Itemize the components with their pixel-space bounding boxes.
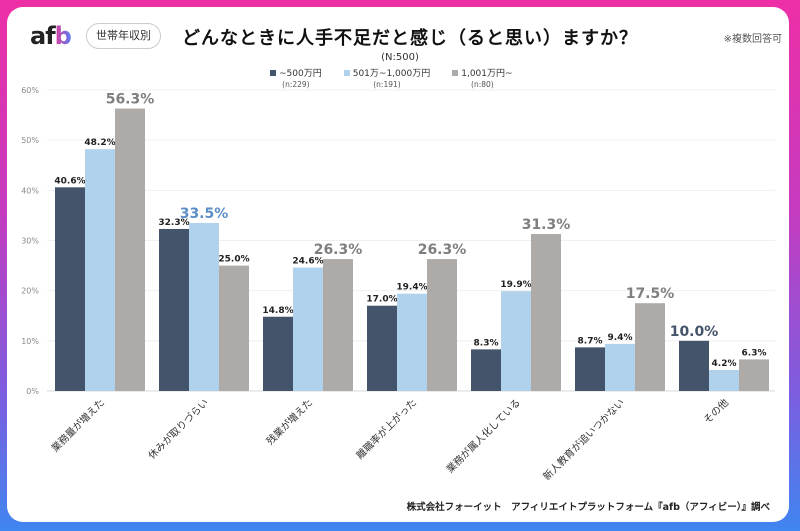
data-label: 14.8% bbox=[262, 306, 293, 316]
chart-title: どんなときに人手不足だと感じ（ると思い）ますか？ bbox=[182, 28, 638, 49]
logo-b: b bbox=[54, 22, 72, 50]
x-category-label: 残業が増えた bbox=[264, 396, 316, 448]
data-label: 19.9% bbox=[500, 280, 531, 290]
x-category-label: 離職率が上がった bbox=[353, 396, 419, 462]
bar bbox=[189, 222, 219, 391]
data-label: 31.3% bbox=[522, 217, 571, 233]
legend: ~500万円 (n:229) 501万~1,000万円 (n:191) 1,00… bbox=[270, 66, 513, 89]
data-label: 25.0% bbox=[218, 255, 249, 265]
bar bbox=[471, 349, 501, 391]
data-label: 24.6% bbox=[292, 257, 323, 267]
x-category-label: 業務量が増えた bbox=[48, 396, 107, 455]
x-category-label: 新人教育が追いつかない bbox=[540, 396, 627, 483]
bar bbox=[739, 359, 769, 391]
y-tick-label: 20% bbox=[21, 287, 39, 296]
y-tick-label: 10% bbox=[21, 337, 39, 346]
legend-swatch bbox=[452, 69, 459, 76]
data-label: 9.4% bbox=[608, 333, 633, 343]
bar bbox=[397, 293, 427, 391]
legend-label: 1,001万円~ bbox=[461, 69, 513, 79]
data-label: 33.5% bbox=[180, 206, 229, 222]
x-category-label: 休みが取りづらい bbox=[145, 396, 211, 462]
multiple-answer-note: ※複数回答可 bbox=[723, 34, 782, 45]
y-tick-label: 60% bbox=[21, 86, 39, 95]
bar bbox=[531, 233, 561, 391]
bar bbox=[605, 343, 635, 391]
legend-item-high-income: 1,001万円~ (n:80) bbox=[452, 66, 513, 89]
bar bbox=[115, 108, 145, 391]
legend-swatch bbox=[270, 69, 276, 76]
bar bbox=[323, 259, 353, 391]
bar bbox=[635, 303, 665, 391]
legend-label: 501万~1,000万円 bbox=[352, 69, 431, 79]
data-label: 32.3% bbox=[158, 218, 189, 228]
total-sample-size: (N:500) bbox=[381, 52, 419, 63]
y-tick-label: 0% bbox=[26, 387, 39, 396]
bar bbox=[709, 369, 739, 391]
x-category-label: 業務が属人化している bbox=[443, 396, 523, 476]
data-label: 10.0% bbox=[670, 324, 719, 340]
bar bbox=[55, 187, 85, 391]
data-label: 40.6% bbox=[54, 176, 85, 186]
legend-item-low-income: ~500万円 (n:229) bbox=[270, 66, 322, 89]
bar bbox=[219, 265, 249, 391]
x-category-label: その他 bbox=[701, 396, 731, 426]
legend-item-mid-income: 501万~1,000万円 (n:191) bbox=[343, 66, 431, 89]
y-tick-label: 30% bbox=[21, 237, 39, 246]
data-label: 26.3% bbox=[314, 242, 363, 258]
afb-logo: afb bbox=[30, 22, 72, 50]
bar bbox=[367, 305, 397, 391]
segment-tag: 世帯年収別 bbox=[86, 23, 161, 49]
data-label: 56.3% bbox=[106, 92, 155, 108]
data-label: 26.3% bbox=[418, 242, 467, 258]
y-tick-label: 40% bbox=[21, 186, 39, 195]
source-credit: 株式会社フォーイット アフィリエイトプラットフォーム『afb（アフィビー）』調べ bbox=[406, 502, 770, 513]
data-label: 19.4% bbox=[396, 283, 427, 293]
data-label: 48.2% bbox=[84, 138, 115, 148]
data-label: 8.3% bbox=[474, 338, 499, 348]
data-label: 17.5% bbox=[626, 286, 675, 302]
bar bbox=[263, 316, 293, 391]
data-label: 17.0% bbox=[366, 295, 397, 305]
bar bbox=[85, 149, 115, 391]
data-label: 6.3% bbox=[742, 348, 767, 358]
legend-swatch bbox=[343, 69, 350, 76]
bar bbox=[427, 259, 457, 391]
bar bbox=[293, 267, 323, 391]
data-label: 4.2% bbox=[712, 359, 737, 369]
legend-label: ~500万円 bbox=[279, 69, 322, 79]
bar bbox=[679, 340, 709, 391]
bar bbox=[501, 291, 531, 391]
y-tick-label: 50% bbox=[21, 136, 39, 145]
bar bbox=[575, 347, 605, 391]
legend-n: (n:191) bbox=[373, 80, 401, 89]
bar bbox=[159, 228, 189, 391]
data-label: 8.7% bbox=[578, 336, 603, 346]
logo-text: af bbox=[30, 22, 56, 50]
legend-n: (n:80) bbox=[471, 80, 494, 89]
legend-n: (n:229) bbox=[282, 80, 310, 89]
